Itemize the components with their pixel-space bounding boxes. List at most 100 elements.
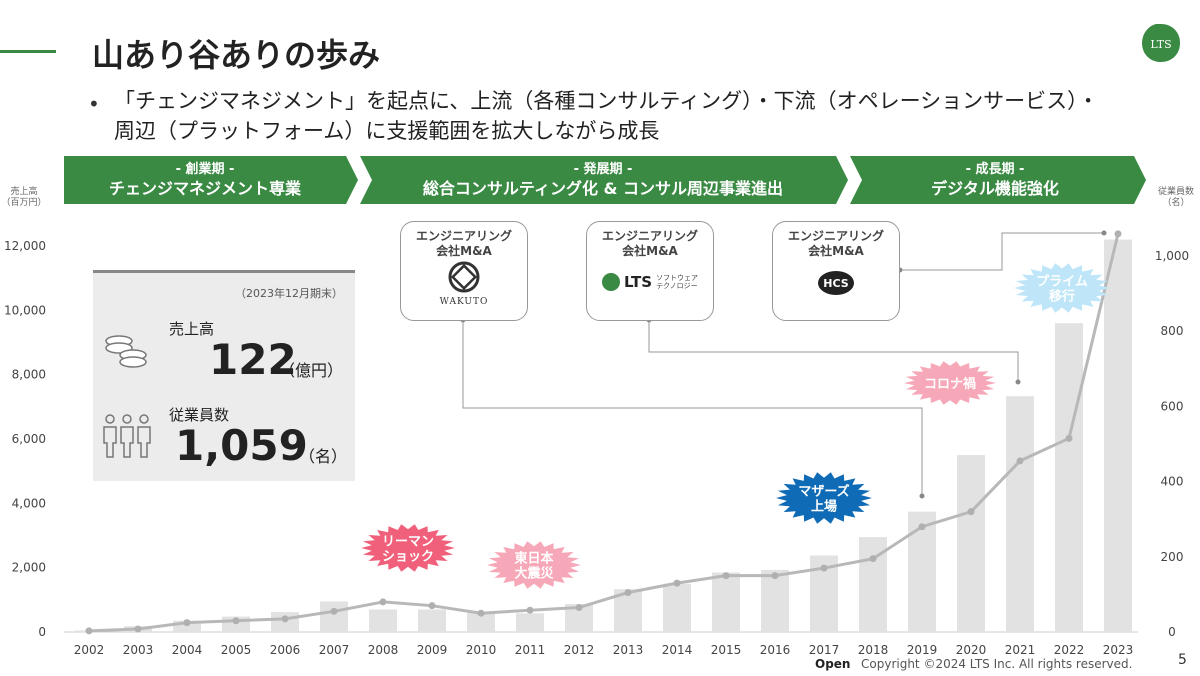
- employee-point: [526, 606, 534, 614]
- employee-point: [673, 579, 681, 587]
- y-tick-label: 12,000: [4, 239, 46, 253]
- logo-text: LTS: [1150, 38, 1171, 51]
- event-label: リーマン: [382, 535, 434, 550]
- lts-logo-sub: ソフトウェア テクノロジー: [656, 274, 699, 290]
- x-tick-label: 2018: [858, 643, 889, 657]
- employee-point: [967, 508, 975, 516]
- phase-1-title: チェンジマネジメント専業: [109, 179, 302, 198]
- y-tick-label: 10,000: [4, 303, 46, 317]
- x-tick-label: 2020: [956, 643, 987, 657]
- x-tick-label: 2023: [1103, 643, 1134, 657]
- x-tick-label: 2015: [711, 643, 742, 657]
- employee-unit: （名）: [299, 447, 348, 466]
- x-tick-label: 2003: [123, 643, 154, 657]
- sales-bar: [957, 455, 985, 632]
- x-tick-label: 2017: [809, 643, 840, 657]
- phase-2-sub: - 発展期 -: [574, 161, 633, 177]
- event-label: マザーズ: [798, 484, 849, 500]
- sales-bar: [761, 569, 789, 632]
- y2-tick-label: 800: [1161, 324, 1184, 338]
- event-label: 上場: [811, 499, 837, 515]
- y-axis-title: （百万円）: [1, 197, 46, 208]
- lts-leaf-icon: [601, 273, 620, 291]
- phase-arrow-3: [850, 156, 1146, 204]
- event-label: コロナ禍: [924, 376, 976, 392]
- y-tick-label: 4,000: [12, 496, 46, 510]
- y2-tick-label: 1,000: [1155, 249, 1189, 263]
- y-tick-label: 0: [38, 625, 46, 639]
- x-tick-label: 2019: [907, 643, 938, 657]
- x-tick-label: 2008: [368, 643, 399, 657]
- employee-point: [771, 572, 779, 580]
- acquisition-title: エンジニアリング 会社M&A: [787, 229, 884, 258]
- employee-point: [575, 604, 583, 612]
- event-burst-shape: [487, 541, 581, 589]
- connector-lts-software-dot: [1015, 379, 1021, 385]
- x-tick-label: 2007: [319, 643, 350, 657]
- sales-bar: [663, 583, 691, 632]
- kpi-panel: （2023年12月期末） 売上高 122 （億円） 従業員数 1,059 （名）: [93, 270, 355, 481]
- sales-bar: [516, 613, 544, 632]
- page-number: 5: [1178, 652, 1187, 668]
- hcs-logo-icon: HCS: [818, 271, 854, 295]
- employee-point: [232, 617, 240, 625]
- employee-point: [869, 555, 877, 563]
- connector-hcs-dot: [1101, 230, 1107, 236]
- event-label: プライム: [1036, 275, 1088, 290]
- sales-bar: [369, 609, 397, 632]
- summary-bullet: 「チェンジマネジメント」を起点に、上流（各種コンサルティング）・下流（オペレーシ…: [114, 89, 1099, 143]
- x-tick-label: 2010: [466, 643, 497, 657]
- coins-icon: [105, 335, 147, 368]
- hcs-logo-text: HCS: [823, 277, 848, 290]
- employee-point: [134, 625, 142, 633]
- x-tick-label: 2006: [270, 643, 301, 657]
- footer-copyright: Copyright ©2024 LTS Inc. All rights rese…: [861, 657, 1133, 671]
- event-burst-shape: [361, 524, 455, 572]
- y2-tick-label: 0: [1168, 625, 1176, 639]
- acquisition-box-hcs: エンジニアリング 会社M&A HCS: [772, 221, 900, 321]
- x-tick-label: 2005: [221, 643, 252, 657]
- y2-tick-label: 200: [1161, 550, 1184, 564]
- sales-bar: [1104, 239, 1132, 633]
- y2-tick-label: 400: [1161, 475, 1184, 489]
- y-tick-label: 8,000: [12, 368, 46, 382]
- y-tick-label: 6,000: [12, 432, 46, 446]
- x-tick-label: 2002: [74, 643, 105, 657]
- x-tick-label: 2021: [1005, 643, 1036, 657]
- lts-software-logo: LTS ソフトウェア テクノロジー: [587, 273, 713, 291]
- connector-hcs: [900, 232, 1104, 271]
- employee-point: [1065, 434, 1073, 442]
- page-title: 山あり谷ありの歩み: [92, 36, 381, 74]
- event-burst-shape: [1014, 263, 1110, 313]
- people-icon: [103, 414, 151, 458]
- company-logo: LTS: [1142, 24, 1180, 62]
- sales-bar: [1006, 396, 1034, 632]
- acquisition-title: エンジニアリング 会社M&A: [415, 229, 512, 258]
- employee-point: [281, 615, 289, 623]
- y2-tick-label: 600: [1161, 399, 1184, 413]
- x-tick-label: 2012: [564, 643, 595, 657]
- employee-point: [820, 564, 828, 572]
- event-burst-shape: [904, 361, 996, 405]
- event-label: 大震災: [514, 566, 554, 582]
- employee-point: [918, 523, 926, 531]
- employee-point: [379, 598, 387, 606]
- employee-point: [428, 602, 436, 610]
- kpi-period-note: （2023年12月期末）: [235, 287, 343, 300]
- sales-bar: [467, 612, 495, 632]
- sales-unit: （億円）: [279, 361, 344, 380]
- y-axis-title: 売上高: [10, 185, 37, 197]
- title-accent-rule: [0, 50, 56, 53]
- sales-bar: [418, 609, 446, 632]
- sales-bar: [1055, 323, 1083, 632]
- acquisition-title: エンジニアリング 会社M&A: [601, 229, 698, 258]
- x-tick-label: 2009: [417, 643, 448, 657]
- phase-2-title: 総合コンサルティング化 & コンサル周辺事業進出: [423, 179, 783, 198]
- x-tick-label: 2014: [662, 643, 693, 657]
- y2-axis-title: 従業員数: [1158, 185, 1194, 197]
